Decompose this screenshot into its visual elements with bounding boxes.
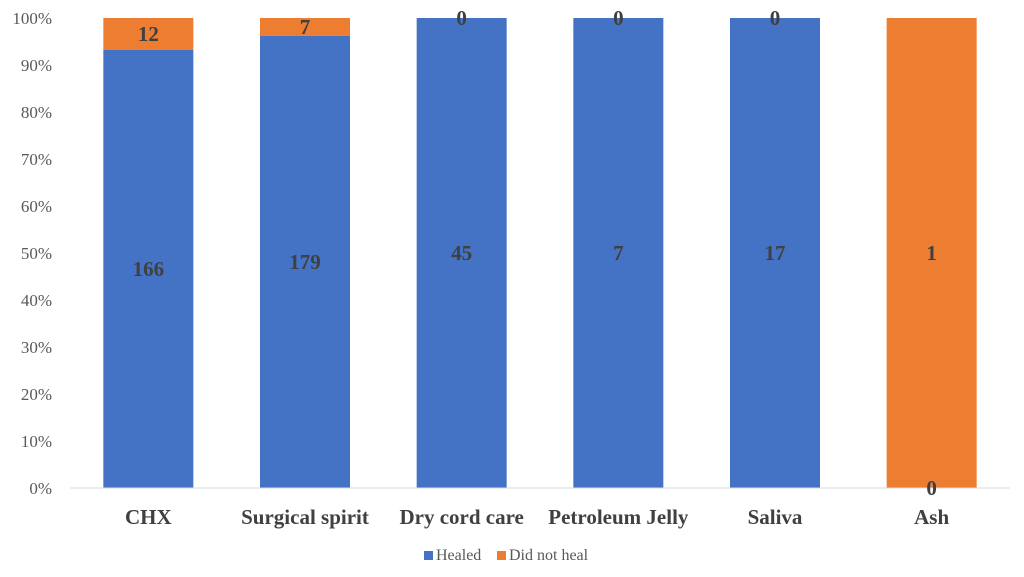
bar-healed	[416, 18, 507, 488]
y-tick-label: 0%	[29, 479, 52, 498]
y-tick-label: 30%	[21, 338, 52, 357]
x-category-label: Surgical spirit	[241, 505, 369, 529]
bar-did-not-heal	[886, 18, 977, 488]
bar-did-not-heal	[260, 18, 350, 36]
y-tick-label: 50%	[21, 244, 52, 263]
y-tick-label: 40%	[21, 291, 52, 310]
bar-did-not-heal	[103, 18, 194, 50]
x-category-label: Ash	[914, 505, 949, 529]
y-tick-label: 80%	[21, 103, 52, 122]
y-tick-label: 10%	[21, 432, 52, 451]
x-category-label: CHX	[125, 505, 172, 529]
bar-healed	[730, 18, 820, 488]
bar-healed	[260, 35, 350, 488]
data-label-healed: 0	[926, 476, 937, 500]
data-label-did-not-heal: 7	[300, 15, 311, 39]
data-label-healed: 17	[765, 241, 786, 265]
data-label-healed: 179	[289, 250, 321, 274]
y-tick-label: 100%	[12, 9, 52, 28]
legend-label: Healed	[436, 547, 481, 564]
data-label-did-not-heal: 0	[456, 6, 467, 30]
bar-healed	[103, 49, 194, 488]
bars	[103, 18, 977, 488]
data-label-did-not-heal: 12	[138, 22, 159, 46]
data-label-did-not-heal: 0	[770, 6, 781, 30]
data-label-healed: 166	[133, 257, 165, 281]
x-category-label: Saliva	[748, 505, 803, 529]
x-category-label: Dry cord care	[399, 505, 523, 529]
y-tick-label: 90%	[21, 56, 52, 75]
x-axis-labels: CHX Surgical spirit Dry cord care Petroleum…	[125, 505, 949, 529]
data-label-did-not-heal: 1	[926, 241, 937, 265]
data-labels: 166 12 179 7 45 0 7 0 17 0 0 1	[133, 6, 937, 500]
x-category-label: Petroleum Jelly	[548, 505, 689, 529]
y-tick-label: 60%	[21, 197, 52, 216]
y-axis: 0% 10% 20% 30% 40% 50% 60% 70% 80% 90% 100%	[12, 9, 52, 498]
bar-healed	[573, 18, 664, 488]
data-label-healed: 45	[451, 241, 472, 265]
legend: Healed Did not heal	[424, 547, 589, 564]
data-label-did-not-heal: 0	[613, 6, 624, 30]
legend-swatch	[497, 551, 506, 560]
y-tick-label: 20%	[21, 385, 52, 404]
legend-label: Did not heal	[509, 547, 589, 564]
y-tick-label: 70%	[21, 150, 52, 169]
legend-swatch	[424, 551, 433, 560]
data-label-healed: 7	[613, 241, 624, 265]
